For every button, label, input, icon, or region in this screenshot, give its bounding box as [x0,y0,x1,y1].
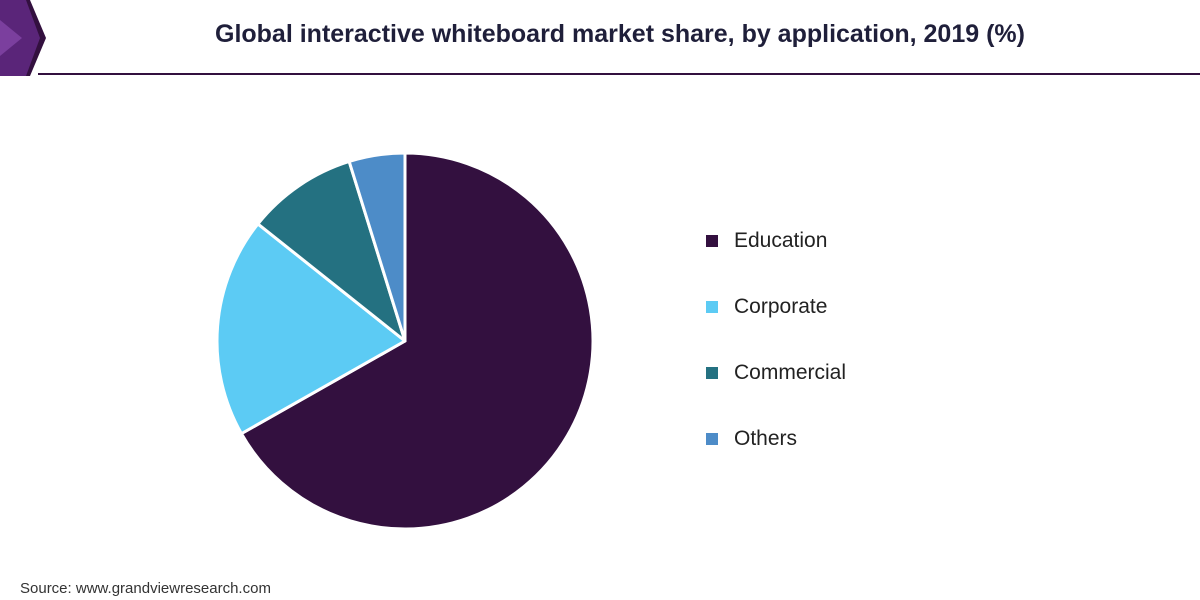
legend-swatch [706,301,718,313]
legend-item-commercial: Commercial [706,358,846,388]
chart-title: Global interactive whiteboard market sha… [215,20,1025,48]
chart-legend: Education Corporate Commercial Others [706,226,846,490]
pie-slice-education [239,151,595,531]
legend-label: Commercial [734,361,847,384]
header-divider [38,73,1200,75]
legend-swatch [706,235,718,247]
legend-swatch [706,367,718,379]
legend-label: Education [734,229,828,252]
brand-logo [0,0,46,76]
source-note: Source: www.grandviewresearch.com [20,580,271,597]
pie-slice-others [347,151,407,343]
pie-slice-corporate [215,222,407,436]
legend-item-corporate: Corporate [706,292,846,322]
legend-swatch [706,433,718,445]
legend-label: Others [734,427,798,450]
legend-label: Corporate [734,295,828,318]
legend-item-others: Others [706,424,846,454]
legend-item-education: Education [706,226,846,256]
pie-slice-commercial [256,159,407,343]
